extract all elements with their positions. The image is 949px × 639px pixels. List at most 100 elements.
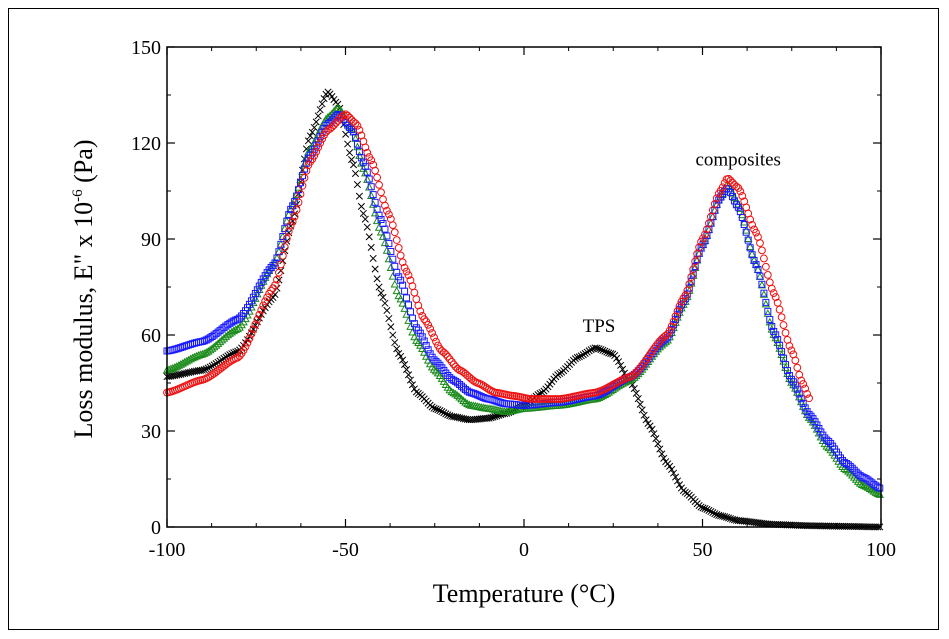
data-point xyxy=(549,395,558,403)
data-point xyxy=(320,95,328,103)
data-point xyxy=(695,243,704,252)
data-point xyxy=(379,195,387,204)
data-point xyxy=(372,216,382,225)
data-point xyxy=(465,400,474,409)
data-point xyxy=(318,134,327,143)
data-point xyxy=(314,112,322,120)
data-point xyxy=(375,180,383,189)
data-point xyxy=(331,119,340,127)
data-point xyxy=(730,197,738,205)
data-point xyxy=(758,280,766,288)
data-point xyxy=(797,395,805,403)
data-point xyxy=(371,166,380,175)
annotation-label: composites xyxy=(695,149,781,170)
data-point xyxy=(295,186,303,194)
data-point xyxy=(726,515,735,523)
data-point xyxy=(344,121,352,129)
data-point xyxy=(249,298,258,307)
data-point xyxy=(449,388,458,397)
data-point xyxy=(758,246,766,255)
data-point xyxy=(333,116,342,125)
data-point xyxy=(670,469,678,477)
data-point xyxy=(867,485,877,494)
data-point xyxy=(202,365,210,373)
data-point xyxy=(807,412,815,420)
data-point xyxy=(585,347,593,355)
data-point xyxy=(699,234,707,243)
data-point xyxy=(310,123,318,132)
data-point xyxy=(656,445,664,453)
data-point xyxy=(701,230,709,239)
x-tick-label: 0 xyxy=(519,539,529,561)
data-point xyxy=(414,301,423,310)
data-point xyxy=(689,265,698,274)
data-point xyxy=(318,100,326,108)
data-point xyxy=(306,157,315,166)
data-point xyxy=(418,333,426,341)
data-point xyxy=(232,316,240,324)
data-point xyxy=(536,395,544,403)
data-point xyxy=(791,356,800,365)
data-point xyxy=(761,262,770,271)
data-point xyxy=(759,290,769,298)
data-point xyxy=(728,193,736,201)
data-point xyxy=(374,223,384,231)
data-point xyxy=(412,324,420,332)
data-point xyxy=(231,325,240,333)
data-point xyxy=(235,352,244,360)
data-point xyxy=(384,210,393,219)
data-point xyxy=(699,504,707,512)
data-point xyxy=(388,221,397,230)
data-point xyxy=(286,221,295,230)
data-point xyxy=(280,243,289,251)
data-point xyxy=(366,191,376,200)
data-point xyxy=(382,246,392,254)
data-point xyxy=(344,140,352,148)
data-point xyxy=(253,286,261,294)
data-point xyxy=(396,251,405,260)
data-point xyxy=(279,233,287,241)
data-point xyxy=(461,397,470,406)
data-point xyxy=(404,271,413,280)
data-point xyxy=(618,365,627,373)
data-point xyxy=(394,244,403,252)
data-point xyxy=(428,329,436,337)
data-point xyxy=(738,192,747,200)
data-point xyxy=(385,240,393,248)
data-point xyxy=(447,387,456,396)
data-point xyxy=(328,123,336,132)
data-point xyxy=(597,345,605,354)
data-point xyxy=(312,147,321,156)
data-point xyxy=(402,366,411,374)
data-point xyxy=(681,291,690,300)
data-point xyxy=(381,225,389,233)
data-point xyxy=(449,360,458,369)
data-series-group xyxy=(162,88,885,531)
data-point xyxy=(277,240,285,248)
y-tick-label: 120 xyxy=(131,133,161,155)
data-point xyxy=(434,406,442,414)
data-point xyxy=(241,339,250,347)
data-point xyxy=(371,198,379,206)
data-point xyxy=(573,353,581,362)
data-point xyxy=(261,304,269,312)
data-point xyxy=(666,462,674,470)
data-point xyxy=(398,298,407,307)
data-point xyxy=(245,300,253,308)
data-point xyxy=(747,249,757,258)
data-point xyxy=(311,134,321,143)
data-point xyxy=(359,164,368,172)
data-point xyxy=(367,183,375,191)
data-point xyxy=(740,221,748,229)
data-point xyxy=(180,357,189,366)
data-point xyxy=(606,382,615,390)
data-point xyxy=(763,271,772,279)
data-point xyxy=(571,355,579,363)
data-point xyxy=(613,354,621,362)
data-point xyxy=(359,158,367,166)
data-point xyxy=(271,281,279,290)
data-point xyxy=(727,188,735,196)
data-point xyxy=(184,355,193,364)
y-tick-label: 90 xyxy=(141,229,161,251)
data-point xyxy=(654,440,662,448)
